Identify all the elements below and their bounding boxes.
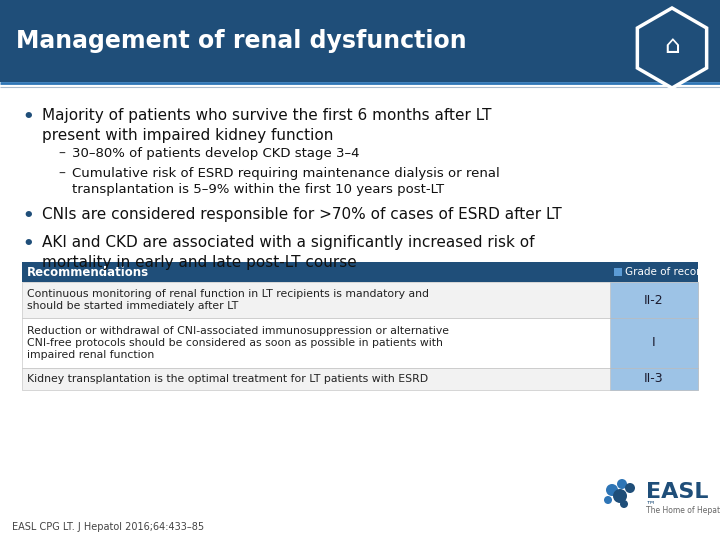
Circle shape [606,484,618,496]
Text: Kidney transplantation is the optimal treatment for LT patients with ESRD: Kidney transplantation is the optimal tr… [27,374,428,384]
Text: II-3: II-3 [644,373,664,386]
Bar [22,282,698,318]
Text: 30–80% of patients develop CKD stage 3–4: 30–80% of patients develop CKD stage 3–4 [72,147,359,160]
Text: Cumulative risk of ESRD requiring maintenance dialysis or renal
transplantation : Cumulative risk of ESRD requiring mainte… [72,167,500,197]
Text: EASL CPG LT. J Hepatol 2016;64:433–85: EASL CPG LT. J Hepatol 2016;64:433–85 [12,522,204,532]
Text: CNIs are considered responsible for >70% of cases of ESRD after LT: CNIs are considered responsible for >70%… [42,207,562,222]
Polygon shape [637,8,706,88]
Text: AKI and CKD are associated with a significantly increased risk of
mortality in e: AKI and CKD are associated with a signif… [42,235,534,271]
Circle shape [625,483,635,493]
Text: Management of renal dysfunction: Management of renal dysfunction [16,29,467,53]
Bar [614,268,622,276]
Bar [22,262,698,282]
Bar [610,282,698,318]
Text: –: – [58,147,65,161]
Text: Recommendations: Recommendations [27,266,149,279]
Text: •: • [22,207,34,225]
Text: Majority of patients who survive the first 6 months after LT
present with impair: Majority of patients who survive the fir… [42,108,492,144]
Text: II-2: II-2 [644,294,664,307]
Text: ™: ™ [646,499,656,509]
Text: –: – [58,167,65,181]
Text: Grade of recommendation: Grade of recommendation [625,267,720,277]
Bar [610,318,698,368]
Text: Reduction or withdrawal of CNI-associated immunosuppression or alternative
CNI-f: Reduction or withdrawal of CNI-associate… [27,326,449,360]
Bar [22,318,698,368]
Bar [610,368,698,390]
Text: •: • [22,108,34,126]
Text: Continuous monitoring of renal function in LT recipients is mandatory and
should: Continuous monitoring of renal function … [27,289,429,311]
Text: ⌂: ⌂ [664,34,680,58]
Bar [0,0,720,82]
Text: I: I [652,336,656,349]
Circle shape [620,500,628,508]
Circle shape [604,496,612,504]
Bar [22,368,698,390]
Text: The Home of Hepatology: The Home of Hepatology [646,506,720,515]
Circle shape [613,489,627,503]
Text: •: • [22,235,34,253]
Circle shape [617,479,627,489]
Text: EASL: EASL [646,482,708,502]
